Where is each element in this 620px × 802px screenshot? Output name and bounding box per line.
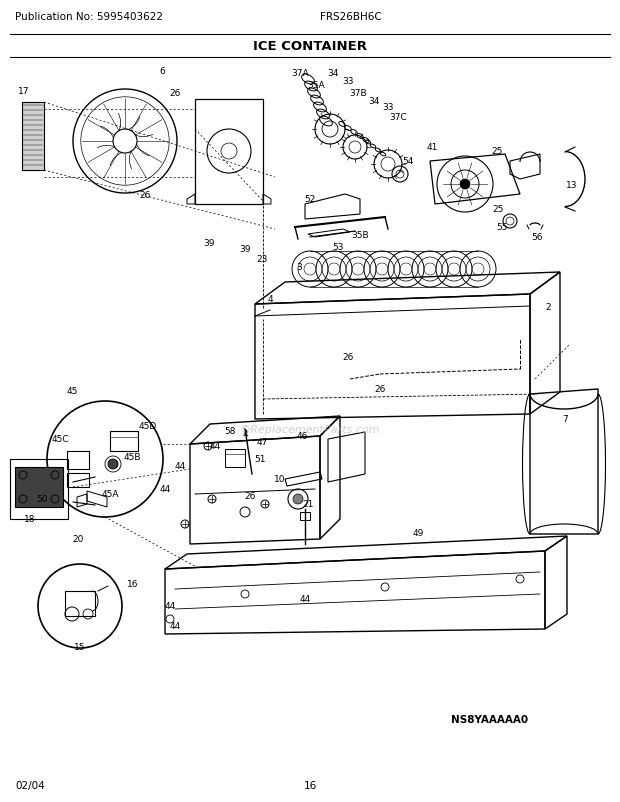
Text: 37B: 37B <box>349 89 367 99</box>
Text: 18: 18 <box>24 515 36 524</box>
Text: ©ReplacementParts.com: ©ReplacementParts.com <box>240 424 380 435</box>
Text: 37A: 37A <box>291 70 309 79</box>
Text: 13: 13 <box>566 180 578 189</box>
Text: 44: 44 <box>210 442 221 451</box>
Text: 10: 10 <box>274 475 286 484</box>
Text: 49: 49 <box>412 529 423 538</box>
Text: 44: 44 <box>159 485 170 494</box>
Text: 4: 4 <box>242 430 248 439</box>
Bar <box>22 103 44 171</box>
Text: FRS26BH6C: FRS26BH6C <box>320 12 382 22</box>
Text: 47: 47 <box>256 438 268 447</box>
Text: 35A: 35A <box>307 81 325 91</box>
Text: 39: 39 <box>203 239 215 248</box>
Text: 44: 44 <box>299 595 311 604</box>
Text: 51: 51 <box>254 455 266 464</box>
Text: 6: 6 <box>159 67 165 76</box>
Text: 16: 16 <box>303 780 317 790</box>
Text: 39: 39 <box>239 245 250 254</box>
Text: 23: 23 <box>256 255 268 264</box>
Text: 56: 56 <box>531 233 542 241</box>
Bar <box>65 591 95 616</box>
Bar <box>67 473 89 488</box>
Text: 44: 44 <box>174 462 185 471</box>
Circle shape <box>460 180 470 190</box>
Text: 45B: 45B <box>123 453 141 462</box>
Text: 54: 54 <box>402 157 414 166</box>
Text: 58: 58 <box>224 427 236 436</box>
Text: NS8YAAAAA0: NS8YAAAAA0 <box>451 714 529 724</box>
Text: 26: 26 <box>244 492 255 501</box>
Text: 3: 3 <box>296 263 302 272</box>
Text: 15: 15 <box>74 642 86 652</box>
Text: 4: 4 <box>267 295 273 304</box>
Bar <box>10 460 68 520</box>
Text: 37C: 37C <box>389 113 407 123</box>
Text: 17: 17 <box>18 87 30 96</box>
Text: 33: 33 <box>342 78 354 87</box>
Text: 33: 33 <box>383 103 394 112</box>
Bar <box>225 449 245 468</box>
Text: 45A: 45A <box>101 490 119 499</box>
Text: ICE CONTAINER: ICE CONTAINER <box>253 40 367 53</box>
Text: 16: 16 <box>127 580 139 589</box>
Text: 53: 53 <box>332 243 343 252</box>
Text: 02/04: 02/04 <box>15 780 45 790</box>
Text: 26: 26 <box>169 89 180 99</box>
Text: 7: 7 <box>562 415 568 424</box>
Text: 35B: 35B <box>351 230 369 239</box>
Text: 44: 44 <box>169 622 180 630</box>
Text: 46: 46 <box>296 432 308 441</box>
Text: 25: 25 <box>492 205 503 214</box>
Text: 26: 26 <box>342 353 353 362</box>
Text: 2: 2 <box>545 303 551 312</box>
Bar <box>300 512 310 520</box>
Text: Publication No: 5995403622: Publication No: 5995403622 <box>15 12 163 22</box>
Circle shape <box>293 494 303 504</box>
Text: 26: 26 <box>374 385 386 394</box>
Bar <box>15 468 63 508</box>
Bar <box>110 431 138 452</box>
Text: 26: 26 <box>140 190 151 199</box>
Text: 25: 25 <box>491 148 503 156</box>
Bar <box>195 100 263 205</box>
Text: 55: 55 <box>496 223 508 233</box>
Text: 45C: 45C <box>51 435 69 444</box>
Text: 45D: 45D <box>139 422 157 431</box>
Text: 52: 52 <box>304 195 316 205</box>
Text: 34: 34 <box>368 97 379 107</box>
Circle shape <box>108 460 118 469</box>
Text: 45: 45 <box>66 387 78 396</box>
Text: 44: 44 <box>164 602 175 611</box>
Text: 50: 50 <box>36 495 48 504</box>
Text: 20: 20 <box>73 535 84 544</box>
Text: 41: 41 <box>427 144 438 152</box>
Text: 21: 21 <box>303 500 314 508</box>
Text: 34: 34 <box>327 70 339 79</box>
Bar <box>67 452 89 469</box>
